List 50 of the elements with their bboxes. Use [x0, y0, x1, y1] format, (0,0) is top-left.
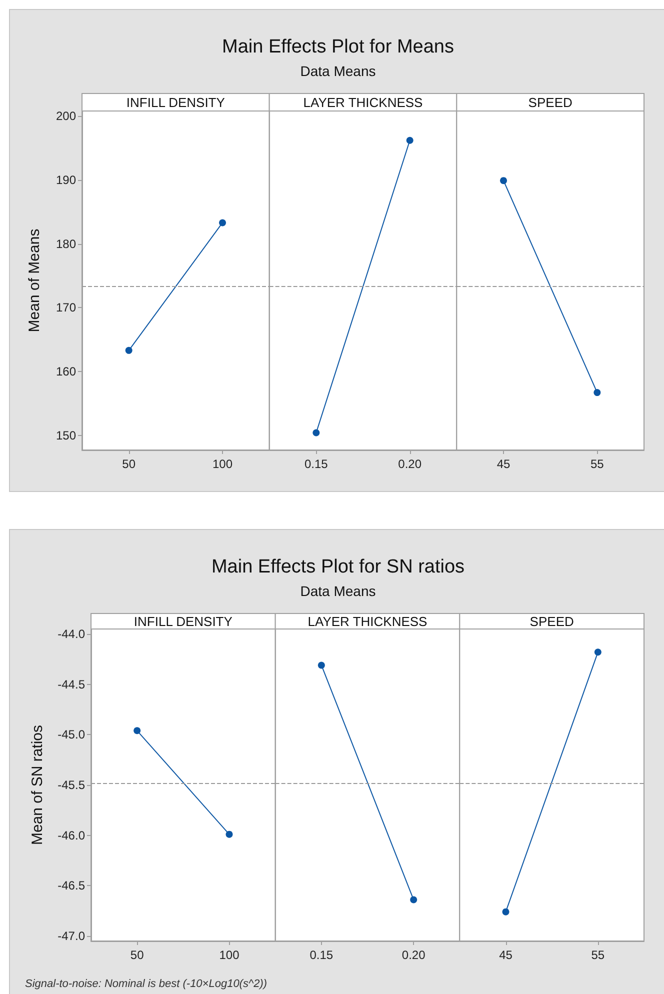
y-tick-label: -46.5: [58, 878, 86, 893]
x-tick-label: 45: [499, 948, 513, 962]
x-tick-label: 50: [130, 948, 144, 962]
point: [594, 389, 601, 396]
text: Signal-to-noise: Nominal is best (-10×Log10(s^2)): [25, 978, 268, 990]
chart-subtitle: Data Means: [300, 583, 376, 599]
text: LAYER THICKNESS: [308, 614, 428, 629]
y-axis-title: Mean of Means: [26, 228, 43, 332]
x-tick-label: 0.20: [398, 457, 422, 471]
y-axis-title: Mean of SN ratios: [29, 724, 46, 846]
y-tick-label: -44.5: [58, 677, 86, 692]
chart-title: Main Effects Plot for SN ratios: [211, 556, 465, 578]
y-tick-label: -47.0: [58, 928, 86, 943]
y-tick-label: 190: [56, 172, 76, 187]
y-tick-label: 170: [56, 300, 76, 315]
point: [134, 727, 141, 734]
point: [594, 648, 602, 656]
text: SPEED: [528, 95, 572, 110]
chart-title: Main Effects Plot for Means: [222, 36, 454, 58]
point: [406, 136, 414, 144]
text: INFILL DENSITY: [134, 614, 233, 629]
y-tick-label: 150: [56, 428, 76, 442]
x-tick-label: 0.15: [310, 948, 334, 962]
point: [312, 429, 320, 436]
y-tick-label: -45.5: [58, 778, 86, 792]
chart-subtitle: Data Means: [300, 63, 376, 79]
x-tick-label: 50: [122, 457, 136, 471]
point: [500, 177, 507, 184]
x-tick-label: 100: [212, 457, 233, 471]
y-tick-label: -44.0: [58, 627, 86, 642]
point: [219, 219, 226, 226]
x-tick-label: 45: [496, 457, 510, 471]
x-tick-label: 0.20: [402, 948, 426, 962]
y-tick-label: -46.0: [58, 828, 86, 842]
x-tick-label: 0.15: [304, 457, 328, 471]
y-tick-label: -45.0: [58, 728, 86, 742]
text: INFILL DENSITY: [126, 95, 226, 110]
point: [318, 662, 325, 669]
x-tick-label: 55: [590, 457, 604, 471]
x-tick-label: 100: [219, 948, 240, 962]
x-tick-label: 55: [591, 948, 605, 962]
text: LAYER THICKNESS: [303, 95, 424, 110]
y-tick-label: 200: [56, 109, 76, 124]
point: [410, 896, 418, 904]
text: SPEED: [530, 614, 574, 629]
y-tick-label: 160: [56, 364, 76, 378]
point: [125, 346, 132, 354]
point: [226, 830, 233, 838]
y-tick-label: 180: [56, 236, 76, 251]
point: [502, 908, 510, 916]
